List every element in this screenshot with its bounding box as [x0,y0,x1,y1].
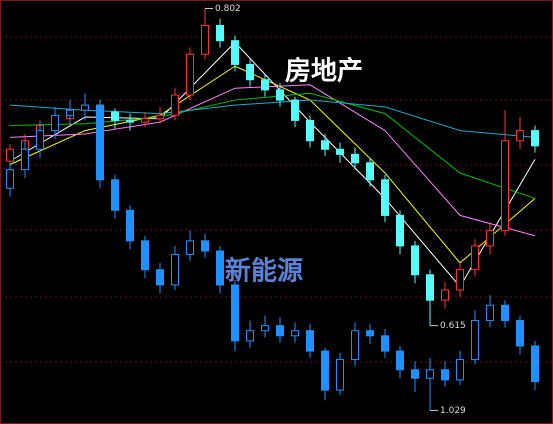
candle-body [231,40,239,65]
candle-body [426,369,434,379]
candle-body [336,148,344,155]
candle-body [291,99,299,121]
candle-body [51,114,59,132]
candle-body [351,153,359,164]
candle-body [276,325,284,337]
annotation: 0.615 [440,321,466,331]
candle-body [306,119,314,142]
candle-body [366,330,374,337]
candle-body [66,109,74,116]
candle-body [156,114,164,120]
candle-body [486,230,494,247]
plot: 0.802 0.615 1.029 [6,4,539,416]
candle-body [456,359,464,381]
candle-body [516,130,524,142]
candle-body [336,359,344,391]
candle-body [471,320,479,361]
candle-body [6,169,14,189]
candle-body [156,269,164,286]
candle-body [141,118,149,123]
candle-body [471,245,479,271]
candle-body [306,330,314,352]
candle-body [126,119,134,123]
candle-body [351,330,359,361]
candle-body [261,79,269,91]
series-label: 房地产 [285,57,363,87]
candle-body [171,94,179,116]
candle-body [411,245,419,276]
candle-body [276,89,284,101]
candle-body [171,253,179,286]
candle-body [501,304,509,322]
candle-body [216,250,224,286]
candle-body [21,148,29,171]
candle-body [321,350,329,391]
candle-body [246,330,254,342]
candle-body [81,104,89,111]
candle-body [396,350,404,371]
candle-body [111,111,119,121]
candle-body [141,240,149,271]
candle-body [216,24,224,42]
candle-body [531,345,539,383]
candle-body [111,179,119,211]
candle-body [381,335,389,352]
series-label: 新能源 [225,256,303,287]
candle-body [186,240,194,255]
candle-body [291,330,299,337]
candle-body [231,284,239,342]
candle-body [456,269,464,291]
candle-body [366,162,374,181]
annotation: 0.802 [215,4,241,14]
candle-body [501,140,509,232]
candle-body [486,304,494,322]
candle-body [516,320,524,347]
candle-body [321,140,329,150]
annotation: 1.029 [440,406,466,416]
candle-body [441,369,449,381]
candle-body [201,24,209,55]
candle-body [186,53,194,96]
candle-body [441,289,449,301]
candle-body [531,130,539,147]
candle-body [6,148,14,162]
candle-body [246,63,254,81]
candle-body [201,240,209,252]
candle-body [381,179,389,216]
candle-body [96,104,104,181]
candle-body [126,209,134,242]
candle-body [396,214,404,247]
candle-body [261,325,269,332]
candle-body [36,130,44,150]
candle-body [426,274,434,301]
candle-body [411,369,419,379]
